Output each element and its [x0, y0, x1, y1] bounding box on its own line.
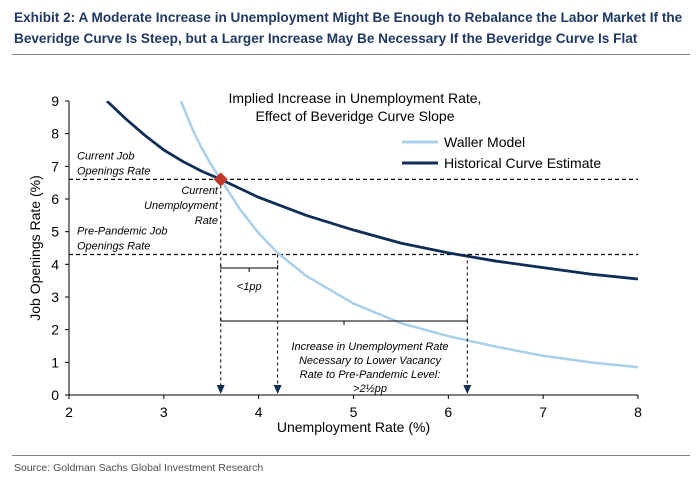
down-arrow-icon — [216, 385, 225, 394]
chart-title-line: Implied Increase in Unemployment Rate, — [229, 90, 482, 106]
x-tick-label: 6 — [444, 404, 452, 420]
source-note: Source: Goldman Sachs Global Investment … — [14, 462, 264, 474]
large-increase-label: Necessary to Lower Vacancy — [299, 355, 443, 367]
source-divider — [12, 455, 690, 456]
x-tick-label: 8 — [634, 404, 642, 420]
reference-line-label: Openings Rate — [77, 165, 150, 177]
large-increase-label: Rate to Pre-Pandemic Level: — [300, 369, 441, 381]
current-point-label: Rate — [195, 215, 218, 227]
exhibit-title: Exhibit 2: A Moderate Increase in Unempl… — [14, 10, 683, 46]
series-line-0 — [179, 101, 638, 369]
x-tick-label: 3 — [160, 404, 168, 420]
small-increase-label: <1pp — [237, 281, 262, 293]
title-divider — [12, 54, 690, 55]
y-tick-label: 0 — [51, 387, 59, 403]
legend-label: Historical Curve Estimate — [444, 155, 601, 171]
y-tick-label: 7 — [51, 158, 59, 174]
x-tick-label: 7 — [539, 404, 547, 420]
large-increase-bracket — [220, 318, 468, 322]
current-point-label: Unemployment — [144, 200, 219, 212]
x-tick-label: 4 — [255, 404, 263, 420]
x-tick-label: 5 — [350, 404, 358, 420]
legend-label: Waller Model — [444, 134, 525, 150]
large-increase-label: Increase in Unemployment Rate — [291, 341, 448, 353]
y-axis-title: Job Openings Rate (%) — [27, 175, 43, 321]
y-tick-label: 3 — [51, 289, 59, 305]
y-tick-label: 8 — [51, 126, 59, 142]
current-point-label: Current — [181, 185, 219, 197]
x-tick-label: 2 — [65, 404, 73, 420]
y-tick-label: 9 — [51, 93, 59, 109]
y-tick-label: 4 — [51, 256, 59, 272]
reference-line-label: Current Job — [77, 150, 134, 162]
chart-title-line: Effect of Beveridge Curve Slope — [256, 108, 455, 124]
y-tick-label: 5 — [51, 224, 59, 240]
reference-line-label: Pre-Pandemic Job — [77, 226, 168, 238]
down-arrow-icon — [273, 385, 282, 394]
y-tick-label: 2 — [51, 322, 59, 338]
y-tick-label: 6 — [51, 191, 59, 207]
reference-line-label: Openings Rate — [77, 241, 150, 253]
x-axis-title: Unemployment Rate (%) — [277, 419, 430, 435]
large-increase-label: >2½pp — [353, 383, 387, 395]
current-point-diamond-icon — [213, 172, 228, 187]
small-increase-bracket — [220, 265, 279, 269]
y-tick-label: 1 — [51, 354, 59, 370]
beveridge-curve-chart: 0 1 2 3 4 5 6 7 8 9 2 3 4 5 6 7 8 Unemployment Rate (%) Jo… — [27, 90, 642, 435]
series-line-1 — [105, 101, 638, 281]
down-arrow-icon — [463, 385, 472, 394]
